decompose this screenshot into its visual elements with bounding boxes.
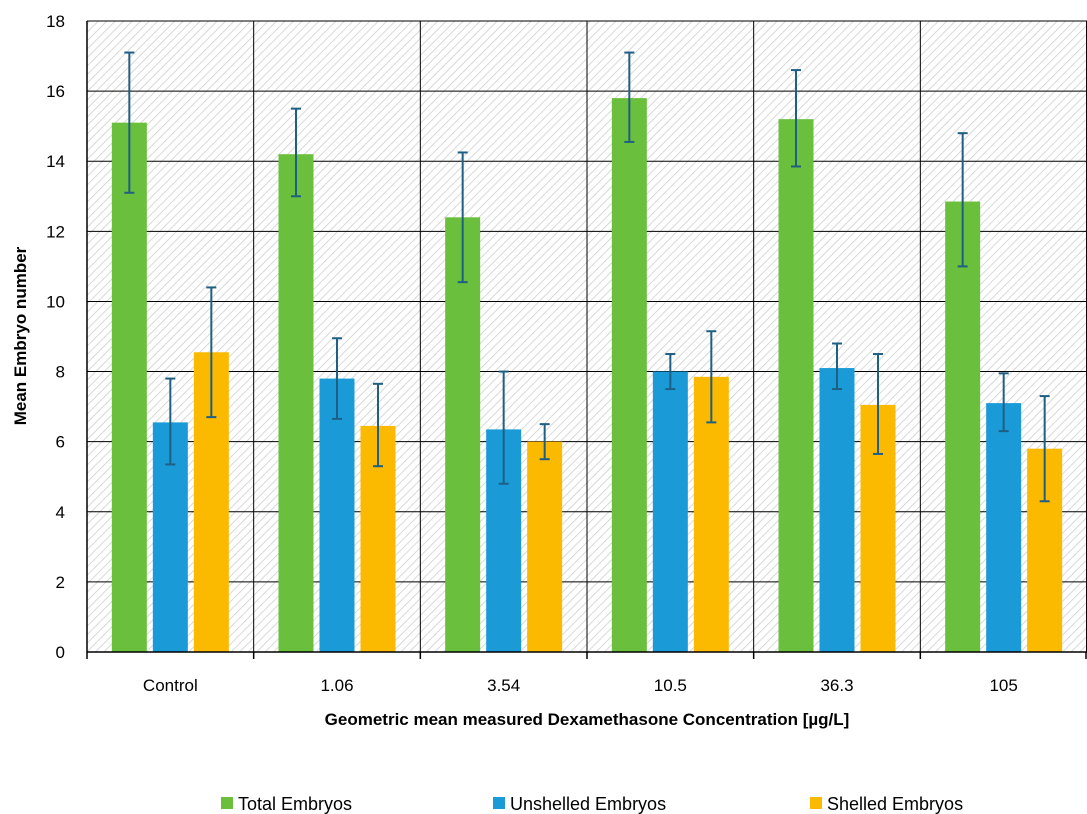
y-tick-label: 18 [46,12,65,31]
legend-item-unshelled-embryos: Unshelled Embryos [493,794,666,814]
error-bar-unshelled-embryos-36-3 [832,342,842,391]
error-bar-total-embryos-control [124,51,135,194]
bar-unshelled-embryos-1-06 [319,378,355,652]
x-tick-label-10-5: 10.5 [654,676,687,695]
bar-total-embryos-3-54 [445,217,481,653]
error-bar-unshelled-embryos-105 [998,372,1009,433]
x-tick-label-3-54: 3.54 [487,676,520,695]
error-bar-unshelled-embryos-10-5 [665,353,676,391]
bar-total-embryos-1-06 [278,154,314,652]
bar-unshelled-embryos-105 [986,403,1022,652]
y-tick-label: 0 [56,643,65,662]
x-tick-label-36-3: 36.3 [820,676,853,695]
legend-swatch [221,797,233,809]
error-bar-shelled-embryos-10-5 [706,330,717,424]
x-tick-label-control: Control [143,676,198,695]
legend-label: Total Embryos [238,794,352,814]
y-tick-labels: 0 2 4 6 8 10 12 14 16 18 [46,12,65,662]
error-bars-group [124,51,1050,503]
legend-label: Shelled Embryos [827,794,963,814]
bars-group [111,98,1063,653]
y-tick-label: 4 [56,503,65,522]
error-bar-total-embryos-10-5 [624,51,635,143]
legend-swatch [810,797,822,809]
legend-item-total-embryos: Total Embryos [221,794,352,814]
error-bar-unshelled-embryos-control [165,377,176,466]
error-bar-shelled-embryos-105 [1039,395,1050,503]
x-tick-label-105: 105 [989,676,1017,695]
legend-label: Unshelled Embryos [510,794,666,814]
error-bar-total-embryos-105 [957,132,968,268]
bar-total-embryos-10-5 [611,98,647,653]
y-tick-label: 10 [46,292,65,311]
error-bar-unshelled-embryos-1-06 [332,337,342,420]
error-bar-shelled-embryos-1-06 [373,382,383,468]
error-bar-total-embryos-36-3 [791,69,801,168]
y-tick-label: 16 [46,82,65,101]
bar-total-embryos-36-3 [778,119,814,652]
x-tick-labels: Control 1.06 3.54 10.5 36.3 105 [143,676,1018,695]
bar-shelled-embryos-3-54 [527,441,563,652]
error-bar-total-embryos-3-54 [457,151,468,284]
y-tick-label: 14 [46,152,65,171]
legend-swatch [493,797,505,809]
y-tick-label: 2 [56,573,65,592]
y-axis-title: Mean Embryo number [11,246,30,425]
x-tick-label-1-06: 1.06 [320,676,353,695]
legend: Total Embryos Unshelled Embryos Shelled Em… [221,794,963,814]
error-bar-unshelled-embryos-3-54 [498,370,509,485]
error-bar-shelled-embryos-control [206,286,217,419]
error-bar-shelled-embryos-3-54 [539,423,550,461]
bar-total-embryos-control [111,122,147,652]
bar-unshelled-embryos-36-3 [819,368,855,652]
error-bar-shelled-embryos-36-3 [873,353,883,455]
y-tick-label: 12 [46,222,65,241]
legend-item-shelled-embryos: Shelled Embryos [810,794,963,814]
error-bar-total-embryos-1-06 [291,107,301,198]
bar-unshelled-embryos-10-5 [652,371,688,652]
x-axis-title: Geometric mean measured Dexamethasone Co… [325,710,850,729]
bar-total-embryos-105 [945,201,981,652]
y-tick-label: 8 [56,363,65,382]
y-tick-label: 6 [56,433,65,452]
axes-group [86,21,1087,659]
